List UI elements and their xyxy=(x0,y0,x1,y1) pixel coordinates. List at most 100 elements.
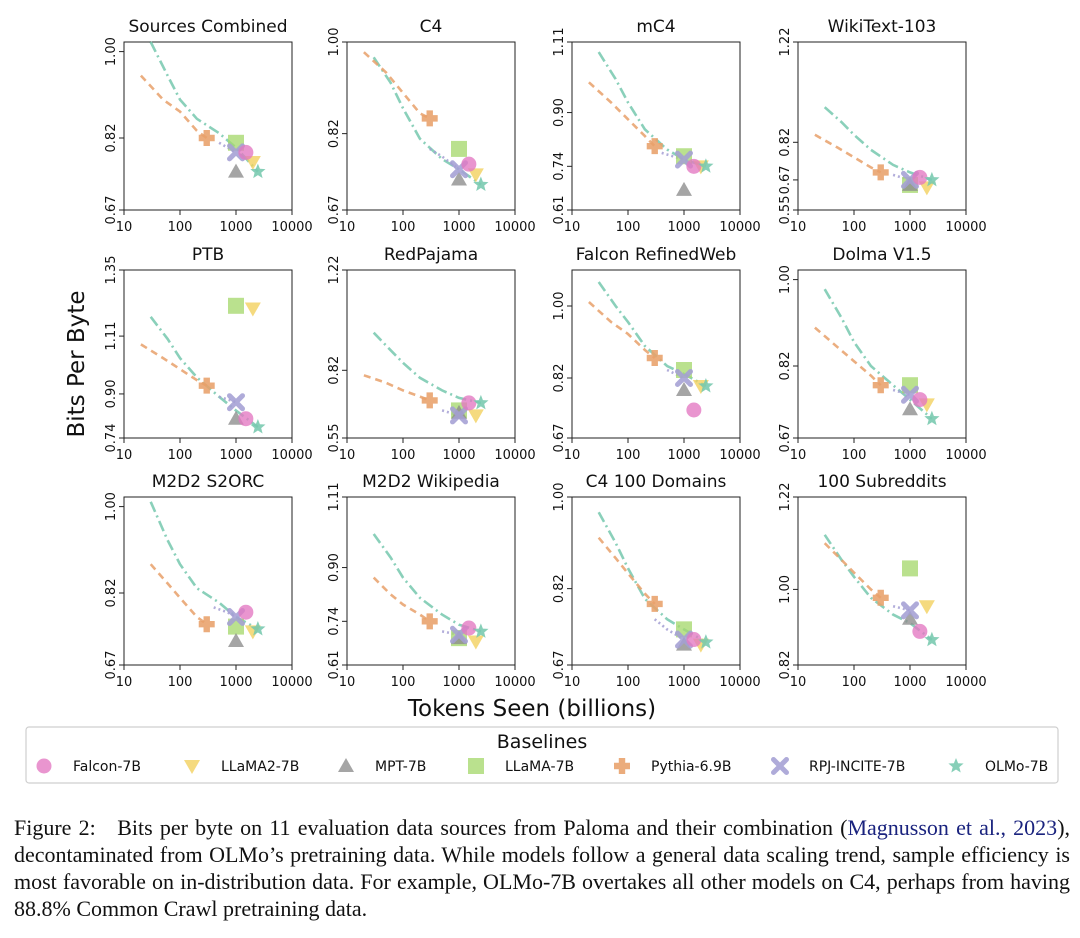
panel-title: PTB xyxy=(192,245,224,265)
llama2-point xyxy=(918,600,935,615)
x-tick-label: 100 xyxy=(842,220,867,235)
pythia-point xyxy=(198,616,215,633)
chart-panel: C4 100 Domains 10 100 1000 10000 0.67 0.82 1.00 xyxy=(552,472,761,690)
y-tick-label: 0.82 xyxy=(327,356,342,385)
x-tick-label: 1000 xyxy=(219,675,252,690)
falcon-point xyxy=(238,144,254,160)
panel-title: Falcon RefinedWeb xyxy=(576,245,737,265)
panel-frame xyxy=(346,269,516,439)
x-axis-label: Tokens Seen (billions) xyxy=(407,696,656,722)
pythia-curve xyxy=(149,563,208,626)
legend-marker xyxy=(948,758,964,773)
olmo-point xyxy=(250,419,266,434)
mpt-point xyxy=(228,163,244,178)
rpj-point xyxy=(675,369,693,387)
legend-entry-label: MPT-7B xyxy=(375,759,426,775)
pythia-curve xyxy=(363,51,431,120)
y-tick-label: 0.90 xyxy=(104,379,119,408)
y-tick-label: 1.11 xyxy=(104,322,119,351)
x-tick-label: 10000 xyxy=(494,675,535,690)
y-tick-label: 0.82 xyxy=(778,352,793,381)
x-tick-label: 10 xyxy=(790,220,807,235)
chart-panel: PTB 10 100 1000 10000 0.74 0.90 1.11 1.35 xyxy=(104,245,313,463)
olmo-curve xyxy=(372,533,482,633)
x-tick-label: 10 xyxy=(339,220,356,235)
olmo-point xyxy=(698,378,714,393)
rpj-curve xyxy=(661,151,685,161)
x-tick-label: 10000 xyxy=(271,220,312,235)
panel-frame xyxy=(797,41,967,211)
chart-panel: Dolma V1.5 10 100 1000 10000 0.67 0.82 1.00 xyxy=(778,245,987,463)
y-tick-label: 0.74 xyxy=(327,607,342,636)
x-tick-label: 100 xyxy=(391,448,416,463)
y-tick-label: 0.67 xyxy=(104,196,119,225)
y-tick-label: 0.61 xyxy=(552,196,567,225)
y-tick-label: 0.55 xyxy=(778,196,793,225)
x-tick-label: 100 xyxy=(168,448,193,463)
legend-title: Baselines xyxy=(497,731,587,753)
chart-panel: mC4 10 100 1000 10000 0.61 0.74 0.90 1.11 xyxy=(552,17,761,235)
pythia-curve xyxy=(372,576,431,623)
olmo-point xyxy=(250,163,266,179)
y-tick-label: 1.22 xyxy=(778,28,793,57)
y-tick-label: 1.00 xyxy=(552,292,567,321)
y-tick-label: 1.00 xyxy=(778,575,793,604)
panel-frame xyxy=(571,269,741,439)
x-tick-label: 10 xyxy=(116,220,133,235)
x-tick-label: 100 xyxy=(616,675,641,690)
x-tick-label: 100 xyxy=(391,220,416,235)
y-tick-label: 1.22 xyxy=(778,483,793,512)
panel-frame xyxy=(797,269,967,439)
y-tick-label: 1.22 xyxy=(327,256,342,285)
legend-entry-label: RPJ-INCITE-7B xyxy=(809,759,905,775)
x-tick-label: 1000 xyxy=(219,448,252,463)
x-tick-label: 1000 xyxy=(442,448,475,463)
panel-title: WikiText-103 xyxy=(828,17,937,37)
panel-title: M2D2 Wikipedia xyxy=(362,472,500,492)
llama2-point xyxy=(918,181,935,196)
panel-frame xyxy=(346,496,516,666)
x-tick-label: 100 xyxy=(168,220,193,235)
chart-panel: M2D2 S2ORC 10 100 1000 10000 0.67 0.82 1.00 xyxy=(104,472,313,690)
x-tick-label: 10000 xyxy=(945,675,986,690)
y-tick-label: 1.11 xyxy=(552,28,567,57)
caption-citation-link[interactable]: Magnusson et al., 2023 xyxy=(847,815,1058,840)
panel-title: Dolma V1.5 xyxy=(832,245,931,265)
x-tick-label: 1000 xyxy=(219,220,252,235)
falcon-point xyxy=(461,395,477,411)
panel-title: RedPajama xyxy=(384,245,478,265)
x-tick-label: 10 xyxy=(790,675,807,690)
y-tick-label: 0.61 xyxy=(327,651,342,680)
panel-title: M2D2 S2ORC xyxy=(152,472,265,492)
mpt-point xyxy=(676,636,692,651)
x-tick-label: 1000 xyxy=(893,448,926,463)
pythia-curve xyxy=(814,133,882,174)
pythia-curve xyxy=(140,343,208,387)
legend: Baselines Falcon-7B LLaMA2-7B MPT-7B LLaMA-7… xyxy=(25,726,1059,784)
x-tick-label: 10000 xyxy=(494,220,535,235)
panel-title: 100 Subreddits xyxy=(817,472,946,492)
olmo-point xyxy=(473,394,489,410)
legend-marker xyxy=(468,758,484,774)
x-tick-label: 10 xyxy=(339,675,356,690)
panel-frame xyxy=(571,41,741,211)
y-tick-label: 0.55 xyxy=(327,424,342,453)
x-tick-label: 10000 xyxy=(719,448,760,463)
y-tick-label: 1.00 xyxy=(778,265,793,294)
x-tick-label: 1000 xyxy=(442,220,475,235)
rpj-curve xyxy=(653,618,685,641)
figure: Sources Combined 10 100 1000 10000 0.67 0.82 1.… xyxy=(25,17,1059,784)
x-tick-label: 100 xyxy=(842,448,867,463)
pythia-point xyxy=(421,110,438,127)
chart-panel: 100 Subreddits 10 100 1000 10000 0.82 1.00 1.22 xyxy=(778,472,987,690)
y-tick-label: 0.67 xyxy=(327,196,342,225)
olmo-point xyxy=(924,631,940,647)
x-tick-label: 10 xyxy=(116,675,133,690)
y-tick-label: 0.67 xyxy=(552,651,567,680)
chart-panel: Falcon RefinedWeb 10 100 1000 10000 0.67 0.82 1… xyxy=(552,245,761,463)
pythia-point xyxy=(646,350,663,366)
panel-title: Sources Combined xyxy=(128,17,287,37)
caption-text-before: Bits per byte on 11 evaluation data sour… xyxy=(117,815,848,840)
x-tick-label: 10 xyxy=(564,448,581,463)
panel-title: C4 100 Domains xyxy=(586,472,727,492)
